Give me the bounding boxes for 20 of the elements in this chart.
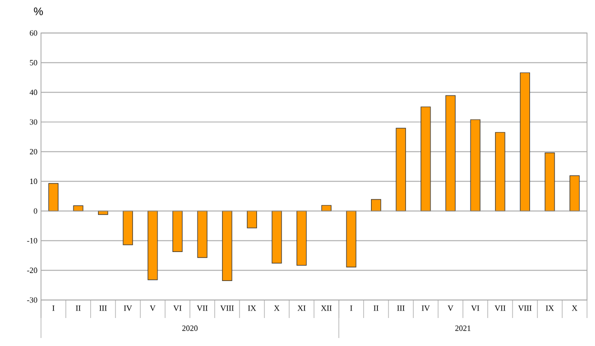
bar xyxy=(470,119,480,212)
bar xyxy=(396,128,406,212)
bar xyxy=(222,210,232,282)
bar xyxy=(346,210,356,268)
bar xyxy=(272,210,282,264)
bar xyxy=(148,210,158,280)
bar xyxy=(445,95,456,212)
bar xyxy=(495,132,506,212)
y-axis-title: % xyxy=(34,8,43,16)
bar xyxy=(122,210,133,246)
bar xyxy=(520,72,530,212)
bar xyxy=(246,210,258,228)
bar xyxy=(544,152,555,212)
bar xyxy=(172,210,183,252)
bar xyxy=(197,210,208,258)
bar xyxy=(371,199,382,212)
bar xyxy=(570,175,580,212)
bar xyxy=(420,106,431,212)
bar xyxy=(48,183,58,212)
bar xyxy=(296,210,307,266)
